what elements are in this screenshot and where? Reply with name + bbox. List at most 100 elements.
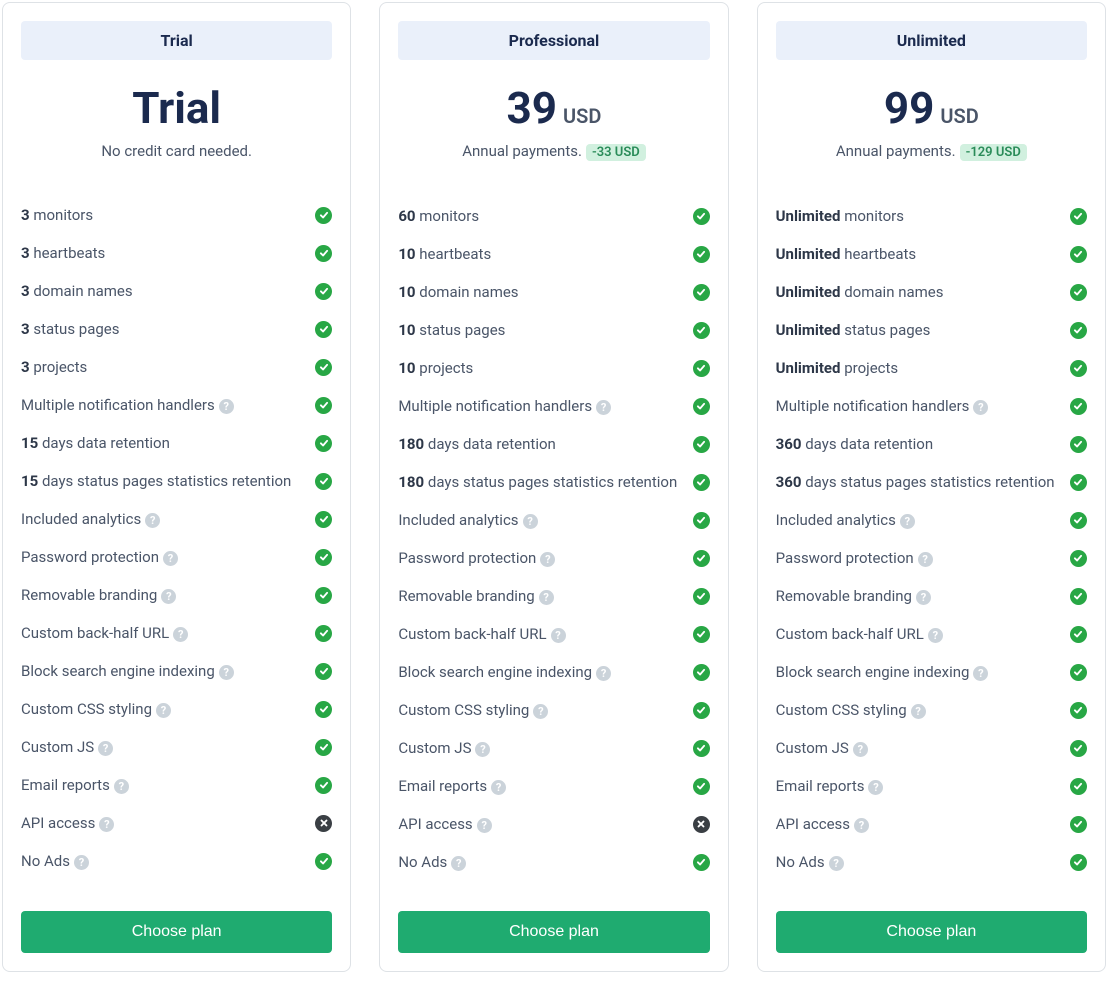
help-icon[interactable]: ? (491, 780, 506, 795)
feature-text: heartbeats (419, 245, 491, 263)
check-circle-icon (315, 625, 332, 642)
help-icon[interactable]: ? (533, 704, 548, 719)
help-icon[interactable]: ? (523, 514, 538, 529)
feature-row: 3 heartbeats (21, 234, 332, 272)
feature-text: Multiple notification handlers (776, 397, 970, 415)
help-icon[interactable]: ? (596, 666, 611, 681)
help-icon[interactable]: ? (916, 590, 931, 605)
help-icon[interactable]: ? (853, 742, 868, 757)
choose-plan-button[interactable]: Choose plan (398, 911, 709, 953)
check-circle-icon (1070, 588, 1087, 605)
help-icon[interactable]: ? (596, 400, 611, 415)
feature-text: API access (776, 815, 850, 833)
plan-header: Professional (398, 21, 709, 60)
plan-header: Unlimited (776, 21, 1087, 60)
feature-text: status pages (33, 320, 119, 338)
feature-row: Custom back-half URL? (776, 615, 1087, 653)
feature-row: Custom back-half URL? (398, 615, 709, 653)
feature-text: Custom back-half URL (398, 625, 546, 643)
help-icon[interactable]: ? (973, 666, 988, 681)
help-icon[interactable]: ? (539, 590, 554, 605)
feature-row: 10 status pages (398, 311, 709, 349)
feature-bold-value: 3 (21, 320, 30, 338)
feature-text: Block search engine indexing (21, 662, 215, 680)
feature-row: Included analytics? (776, 501, 1087, 539)
feature-row: Email reports? (776, 767, 1087, 805)
help-icon[interactable]: ? (540, 552, 555, 567)
help-icon[interactable]: ? (928, 628, 943, 643)
help-icon[interactable]: ? (451, 856, 466, 871)
help-icon[interactable]: ? (854, 818, 869, 833)
check-circle-icon (693, 512, 710, 529)
feature-row: Removable branding? (21, 576, 332, 614)
help-icon[interactable]: ? (156, 703, 171, 718)
help-icon[interactable]: ? (145, 513, 160, 528)
feature-text: Removable branding (398, 587, 534, 605)
feature-label: Block search engine indexing? (21, 662, 307, 680)
feature-text: domain names (419, 283, 518, 301)
help-icon[interactable]: ? (475, 742, 490, 757)
check-circle-icon (315, 777, 332, 794)
check-circle-icon (693, 436, 710, 453)
choose-plan-button[interactable]: Choose plan (21, 911, 332, 953)
feature-text: Email reports (776, 777, 865, 795)
check-circle-icon (1070, 664, 1087, 681)
check-circle-icon (693, 398, 710, 415)
help-icon[interactable]: ? (868, 780, 883, 795)
feature-text: projects (33, 358, 87, 376)
feature-bold-value: Unlimited (776, 283, 841, 301)
plan-price: 99USD (884, 86, 979, 130)
help-icon[interactable]: ? (99, 817, 114, 832)
help-icon[interactable]: ? (918, 552, 933, 567)
help-icon[interactable]: ? (161, 589, 176, 604)
feature-text: status pages (419, 321, 505, 339)
feature-text: monitors (419, 207, 479, 225)
check-circle-icon (315, 359, 332, 376)
feature-text: Included analytics (398, 511, 518, 529)
feature-label: Unlimited domain names (776, 283, 1062, 301)
check-circle-icon (693, 208, 710, 225)
feature-label: Included analytics? (21, 510, 307, 528)
feature-row: No Ads? (776, 843, 1087, 881)
help-icon[interactable]: ? (219, 399, 234, 414)
feature-row: Email reports? (398, 767, 709, 805)
feature-bold-value: 360 (776, 473, 802, 491)
help-icon[interactable]: ? (829, 856, 844, 871)
check-circle-icon (693, 740, 710, 757)
help-icon[interactable]: ? (74, 855, 89, 870)
feature-label: 360 days status pages statistics retenti… (776, 473, 1062, 491)
check-circle-icon (1070, 474, 1087, 491)
plan-price-value: 99 (884, 86, 935, 130)
help-icon[interactable]: ? (477, 818, 492, 833)
feature-row: 60 monitors (398, 197, 709, 235)
feature-label: Block search engine indexing? (398, 663, 684, 681)
feature-row: 180 days data retention (398, 425, 709, 463)
help-icon[interactable]: ? (114, 779, 129, 794)
feature-text: Password protection (21, 548, 159, 566)
feature-bold-value: 10 (398, 245, 415, 263)
choose-plan-button[interactable]: Choose plan (776, 911, 1087, 953)
check-circle-icon (315, 207, 332, 224)
feature-bold-value: 3 (21, 244, 30, 262)
help-icon[interactable]: ? (219, 665, 234, 680)
help-icon[interactable]: ? (173, 627, 188, 642)
plan-price-value: Trial (132, 86, 221, 130)
help-icon[interactable]: ? (163, 551, 178, 566)
feature-label: Email reports? (776, 777, 1062, 795)
x-circle-icon (693, 816, 710, 833)
feature-row: 3 projects (21, 348, 332, 386)
help-icon[interactable]: ? (551, 628, 566, 643)
feature-label: Included analytics? (398, 511, 684, 529)
feature-row: Email reports? (21, 766, 332, 804)
help-icon[interactable]: ? (900, 514, 915, 529)
check-circle-icon (1070, 208, 1087, 225)
check-circle-icon (693, 360, 710, 377)
feature-text: projects (419, 359, 473, 377)
help-icon[interactable]: ? (911, 704, 926, 719)
feature-row: 10 projects (398, 349, 709, 387)
feature-row: 15 days data retention (21, 424, 332, 462)
feature-row: Block search engine indexing? (398, 653, 709, 691)
help-icon[interactable]: ? (98, 741, 113, 756)
help-icon[interactable]: ? (973, 400, 988, 415)
feature-text: Password protection (398, 549, 536, 567)
